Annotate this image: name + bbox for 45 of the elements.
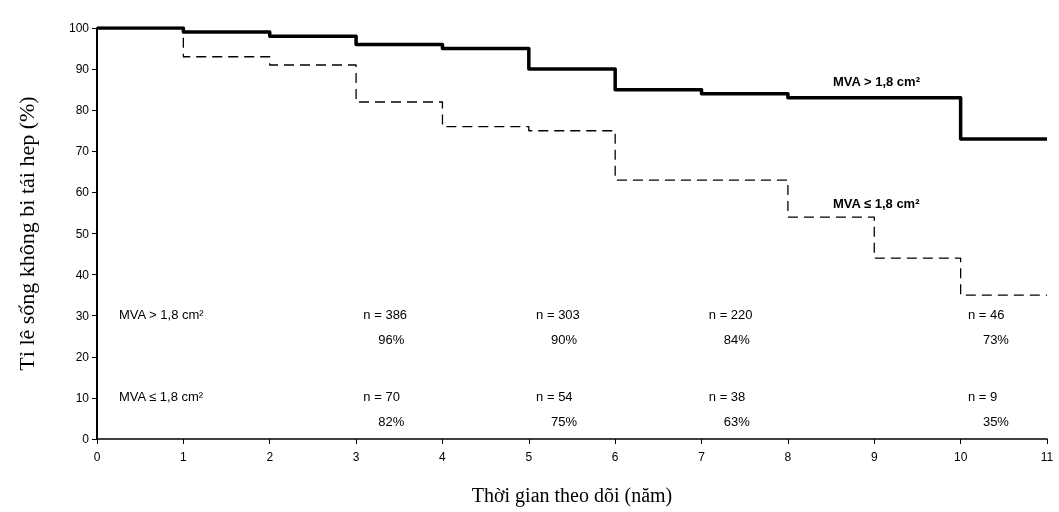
x-tick-label: 5 [525,450,533,464]
annotation: MVA > 1,8 cm² [119,306,205,322]
y-tick-label: 30 [75,308,90,323]
y-tick-label: 10 [75,390,90,405]
annotation: MVA ≤ 1,8 cm² [119,388,204,404]
x-tick-label: 9 [870,450,878,464]
annotation: n = 303 [536,306,580,322]
annotation: 90% [551,331,578,347]
y-tick-label: 0 [82,432,90,446]
y-tick-label: 80 [75,103,90,118]
y-tick-label: 60 [75,185,90,200]
series-label: MVA ≤ 1,8 cm² [832,195,921,211]
y-tick-label: 50 [75,226,90,241]
annotation: 82% [378,413,405,429]
x-tick-label: 11 [1040,450,1054,464]
x-tick-label: 8 [784,450,792,464]
annotation: n = 38 [708,388,746,404]
annotation: n = 220 [708,306,753,322]
y-tick-label: 40 [75,267,90,282]
annotation: 96% [378,331,405,347]
x-tick-label: 10 [953,450,968,464]
y-tick-label: 90 [75,62,90,77]
series-label: MVA > 1,8 cm² [832,74,921,90]
x-tick-label: 4 [439,450,447,464]
x-tick-label: 2 [266,450,274,464]
x-axis-title: Thời gian theo dõi (năm) [471,484,673,507]
annotation: 73% [982,331,1010,347]
y-axis-title: Tỉ lê sống không bi tái hep (%) [13,96,39,371]
y-tick-label: 100 [68,21,90,35]
annotation: n = 9 [967,388,998,404]
y-tick-label: 70 [75,144,90,159]
annotation: 63% [723,413,751,429]
annotation: n = 46 [967,306,1005,322]
x-tick-label: 3 [352,450,360,464]
x-tick-label: 6 [611,450,619,464]
x-tick-label: 0 [93,450,101,464]
x-tick-label: 1 [180,450,188,464]
annotation: 75% [551,413,578,429]
annotation: 84% [723,331,751,347]
y-tick-label: 20 [75,349,90,364]
annotation: 35% [982,413,1010,429]
annotation: n = 386 [363,306,408,322]
annotation: n = 54 [536,388,573,404]
x-tick-label: 7 [698,450,706,464]
annotation: n = 70 [363,388,400,404]
